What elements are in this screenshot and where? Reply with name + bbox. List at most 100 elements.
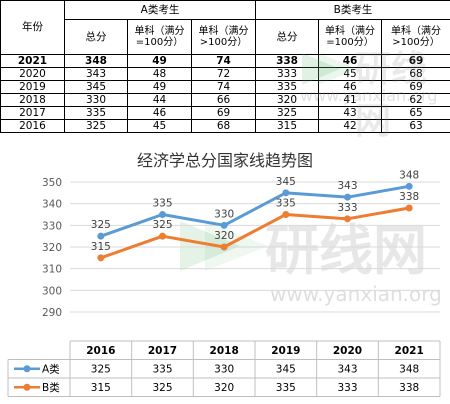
table-header-row-1: 年份 A类考生 B类考生: [1, 1, 450, 20]
data-label: 348: [399, 169, 419, 181]
table-cell-b-sgt100: 69: [382, 81, 450, 94]
b-single-100-header: 单科（满分=100分）: [319, 20, 382, 55]
table-cell-b-s100: 45: [319, 68, 382, 81]
table-cell-b-s100: 46: [319, 55, 382, 68]
table-cell-b-total: 320: [256, 94, 319, 107]
data-table-value: 335: [152, 364, 172, 376]
y-tick-label: 320: [42, 242, 62, 254]
table-cell-a-sgt100: 74: [192, 81, 256, 94]
table-cell-a-s100: 46: [128, 107, 192, 120]
y-tick-label: 310: [42, 264, 62, 276]
cutoff-table: 年份 A类考生 B类考生 总分 单科（满分=100分） 单科（满分>100分） …: [0, 0, 450, 133]
data-label: 345: [276, 176, 296, 188]
y-tick-label: 290: [42, 307, 62, 319]
data-label: 325: [152, 219, 172, 231]
data-point: [221, 244, 228, 251]
table-cell-a-total: 330: [65, 94, 128, 107]
table-cell-a-s100: 49: [128, 55, 192, 68]
data-label: 315: [91, 241, 111, 253]
group-b-header: B类考生: [256, 1, 450, 20]
table-cell-b-total: 333: [256, 68, 319, 81]
x-tick-label: 2018: [210, 345, 239, 357]
table-cell-b-s100: 42: [319, 120, 382, 133]
table-header-row-2: 总分 单科（满分=100分） 单科（满分>100分） 总分 单科（满分=100分…: [1, 20, 450, 55]
data-label: 335: [152, 198, 172, 210]
data-label: 338: [399, 191, 419, 203]
table-cell-b-s100: 41: [319, 94, 382, 107]
table-cell-a-sgt100: 72: [192, 68, 256, 81]
table-cell-a-s100: 44: [128, 94, 192, 107]
a-single-gt100-header: 单科（满分>100分）: [192, 20, 256, 55]
table-cell-a-total: 348: [65, 55, 128, 68]
data-table-value: 338: [399, 382, 419, 394]
table-cell-a-sgt100: 69: [192, 107, 256, 120]
table-cell-b-total: 338: [256, 55, 319, 68]
data-point: [282, 189, 289, 196]
data-point: [159, 233, 166, 240]
data-label: 343: [337, 180, 357, 192]
chart-title: 经济学总分国家线趋势图: [0, 147, 450, 171]
data-table-value: 325: [152, 382, 172, 394]
legend-label-b: B类: [42, 381, 60, 394]
data-point: [221, 222, 228, 229]
y-tick-label: 300: [42, 285, 62, 297]
table-cell-a-s100: 45: [128, 120, 192, 133]
y-tick-label: 340: [42, 199, 62, 211]
table-cell-year: 2019: [1, 81, 65, 94]
table-cell-a-sgt100: 66: [192, 94, 256, 107]
watermark-text: 研线网: [265, 219, 427, 282]
table-cell-a-total: 343: [65, 68, 128, 81]
table-cell-a-total: 345: [65, 81, 128, 94]
table-cell-b-sgt100: 68: [382, 68, 450, 81]
legend-label-a: A类: [42, 363, 60, 376]
data-table-value: 320: [214, 382, 234, 394]
table-cell-b-total: 335: [256, 81, 319, 94]
legend-marker-b: [24, 384, 31, 391]
table-cell-b-total: 325: [256, 107, 319, 120]
table-cell-year: 2021: [1, 55, 65, 68]
table-cell-a-sgt100: 68: [192, 120, 256, 133]
table-cell-year: 2020: [1, 68, 65, 81]
data-table-value: 345: [276, 364, 296, 376]
data-table-value: 348: [399, 364, 419, 376]
data-table-value: 330: [214, 364, 234, 376]
data-label: 320: [214, 230, 234, 242]
legend-marker-a: [24, 365, 31, 372]
table-cell-b-sgt100: 63: [382, 120, 450, 133]
b-total-header: 总分: [256, 20, 319, 55]
x-tick-label: 2020: [333, 345, 362, 357]
y-tick-label: 350: [42, 177, 62, 189]
data-point: [344, 215, 351, 222]
watermark-url: www.yanxian.org: [270, 282, 442, 306]
group-a-header: A类考生: [65, 1, 256, 20]
table-cell-year: 2016: [1, 120, 65, 133]
x-tick-label: 2019: [271, 345, 300, 357]
table-cell-b-sgt100: 62: [382, 94, 450, 107]
year-header: 年份: [1, 1, 65, 55]
a-total-header: 总分: [65, 20, 128, 55]
data-point: [282, 211, 289, 218]
data-point: [97, 233, 104, 240]
table-cell-a-total: 335: [65, 107, 128, 120]
b-single-gt100-header: 单科（满分>100分）: [382, 20, 450, 55]
data-label: 333: [337, 202, 357, 214]
table-cell-a-s100: 48: [128, 68, 192, 81]
data-point: [97, 254, 104, 261]
table-cell-b-s100: 46: [319, 81, 382, 94]
y-tick-label: 330: [42, 220, 62, 232]
table-cell-a-s100: 49: [128, 81, 192, 94]
x-tick-label: 2017: [148, 345, 177, 357]
data-point: [159, 211, 166, 218]
data-table-value: 335: [276, 382, 296, 394]
a-single-100-header: 单科（满分=100分）: [128, 20, 192, 55]
table-cell-year: 2018: [1, 94, 65, 107]
data-label: 325: [91, 219, 111, 231]
data-table-value: 325: [91, 364, 111, 376]
